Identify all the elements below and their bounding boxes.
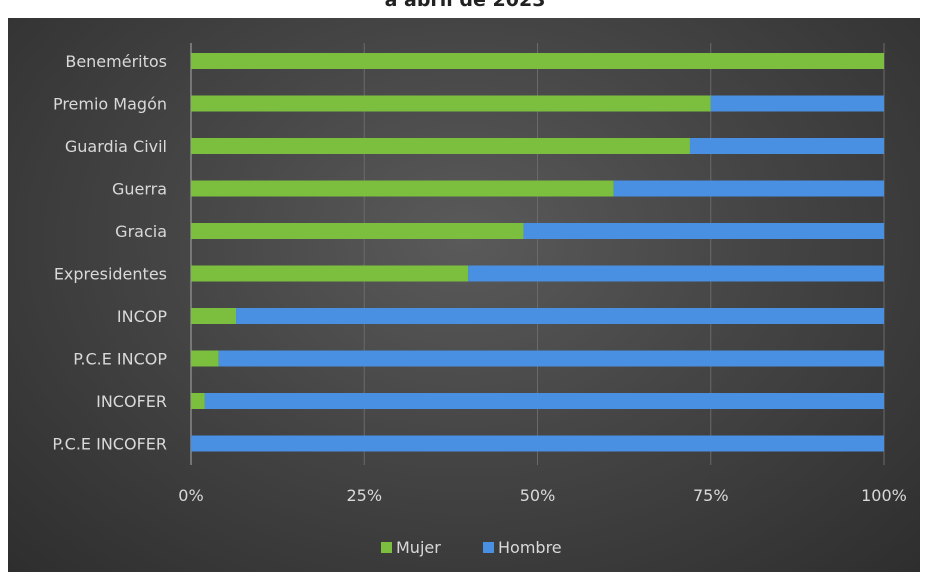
- legend-swatch-hombre: [483, 542, 494, 553]
- bar-segment-hombre: [710, 95, 884, 112]
- bar-segment-mujer: [191, 308, 237, 324]
- category-labels: Beneméritos Premio Magón Guardia Civil Guer…: [52, 52, 167, 454]
- bar-segment-hombre: [613, 180, 884, 197]
- bar-segment-hombre: [689, 138, 884, 154]
- x-tick-labels: 0% 25% 50% 75% 100%: [178, 486, 907, 505]
- category-label: Beneméritos: [65, 52, 167, 71]
- bar-segment-hombre: [468, 265, 884, 282]
- category-label: Gracia: [115, 222, 167, 241]
- x-tick-label: 25%: [346, 486, 382, 505]
- chart-title: a abril de 2023: [384, 0, 546, 11]
- category-label: Expresidentes: [54, 265, 167, 284]
- bar-segment-mujer: [191, 180, 614, 197]
- bar-segment-mujer: [191, 350, 219, 367]
- bar-segment-mujer: [191, 223, 524, 239]
- bar-segment-hombre: [218, 350, 885, 367]
- legend[interactable]: Mujer Hombre: [381, 538, 562, 557]
- category-label: P.C.E INCOFER: [52, 435, 167, 454]
- x-tick-label: 75%: [693, 486, 729, 505]
- x-tick-label: 100%: [861, 486, 907, 505]
- bar-segment-hombre: [204, 393, 885, 409]
- bar-segment-mujer: [191, 265, 469, 282]
- bar-segment-hombre: [523, 223, 884, 239]
- bar-segment-mujer: [191, 393, 205, 409]
- bar-segment-hombre: [236, 308, 885, 324]
- category-label: Guardia Civil: [65, 137, 167, 156]
- category-label: INCOFER: [96, 392, 167, 411]
- bar-segment-mujer: [191, 53, 884, 69]
- bar-segment-mujer: [191, 138, 690, 154]
- category-label: P.C.E INCOP: [73, 350, 167, 369]
- bar-segment-mujer: [191, 95, 711, 112]
- bar-segment-hombre: [191, 435, 884, 452]
- x-tick-label: 50%: [520, 486, 556, 505]
- chart-plot: Beneméritos Premio Magón Guardia Civil Guer…: [52, 43, 907, 557]
- bars: [191, 53, 885, 452]
- legend-label-hombre[interactable]: Hombre: [498, 538, 562, 557]
- legend-label-mujer[interactable]: Mujer: [396, 538, 441, 557]
- category-label: Premio Magón: [53, 95, 167, 114]
- x-tick-label: 0%: [178, 486, 203, 505]
- legend-swatch-mujer: [381, 542, 392, 553]
- category-label: INCOP: [117, 307, 167, 326]
- category-label: Guerra: [112, 180, 167, 199]
- chart-panel: Beneméritos Premio Magón Guardia Civil Guer…: [8, 18, 920, 572]
